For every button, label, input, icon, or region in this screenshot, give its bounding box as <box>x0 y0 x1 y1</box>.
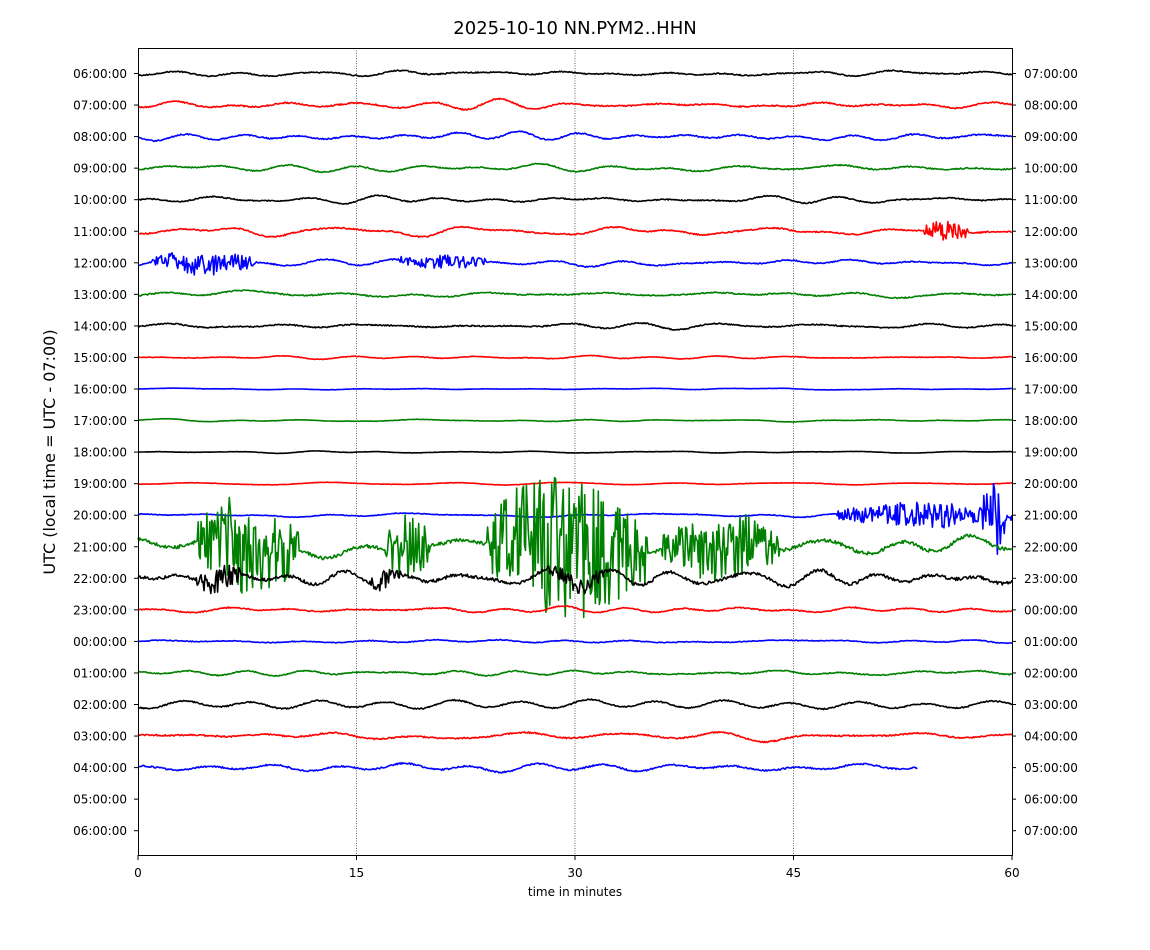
left-tick-label: 00:00:00 <box>73 635 127 649</box>
trace-020000-20 <box>137 698 1013 711</box>
trace-130000-7 <box>137 289 1012 300</box>
trace-040000-22 <box>138 761 918 774</box>
left-tick-label: 07:00:00 <box>73 99 127 113</box>
right-tick-label: 15:00:00 <box>1024 319 1078 333</box>
x-tick-label-15: 15 <box>349 866 364 880</box>
right-tick-label: 07:00:00 <box>1024 824 1078 838</box>
right-tick-label: 13:00:00 <box>1024 256 1078 270</box>
right-tick-label: 20:00:00 <box>1024 477 1078 491</box>
trace-140000-8 <box>137 321 1013 331</box>
right-tick-label: 11:00:00 <box>1024 193 1078 207</box>
trace-010000-19 <box>137 669 1013 678</box>
trace-080000-2 <box>137 130 1013 143</box>
right-tick-label: 08:00:00 <box>1024 99 1078 113</box>
right-tick-label: 18:00:00 <box>1024 414 1078 428</box>
trace-000000-18 <box>137 638 1013 645</box>
left-tick-label: 09:00:00 <box>73 162 127 176</box>
chart-title: 2025-10-10 NN.PYM2..HHN <box>453 18 696 39</box>
trace-180000-12 <box>137 450 1013 455</box>
left-tick-label: 06:00:00 <box>73 824 127 838</box>
right-tick-label: 06:00:00 <box>1024 793 1078 807</box>
right-tick-label: 07:00:00 <box>1024 67 1078 81</box>
right-tick-label: 00:00:00 <box>1024 603 1078 617</box>
left-tick-label: 16:00:00 <box>73 383 127 397</box>
left-tick-label: 19:00:00 <box>73 477 127 491</box>
left-tick-label: 11:00:00 <box>73 225 127 239</box>
right-tick-label: 10:00:00 <box>1024 162 1078 176</box>
right-y-axis-local: 07:00:00 08:00:00 09:00:00 10:00:00 11:00:00… <box>1012 67 1078 838</box>
left-tick-label: 22:00:00 <box>73 572 127 586</box>
left-tick-label: 14:00:00 <box>73 319 127 333</box>
plot-frame <box>138 48 1013 856</box>
trace-230000-17 <box>137 604 1013 614</box>
left-tick-label: 03:00:00 <box>73 730 127 744</box>
left-tick-label: 15:00:00 <box>73 351 127 365</box>
trace-070000-1 <box>137 97 1013 111</box>
left-tick-label: 17:00:00 <box>73 414 127 428</box>
right-tick-label: 02:00:00 <box>1024 666 1078 680</box>
right-tick-label: 17:00:00 <box>1024 383 1078 397</box>
x-tick-label-0: 0 <box>134 866 142 880</box>
trace-220000-16 <box>137 564 1013 595</box>
right-tick-label: 19:00:00 <box>1024 446 1078 460</box>
right-tick-label: 12:00:00 <box>1024 225 1078 239</box>
right-tick-label: 21:00:00 <box>1024 509 1078 523</box>
trace-210000-15 <box>137 476 1013 619</box>
trace-120000-6 <box>137 252 1013 276</box>
x-tick-label-60: 60 <box>1004 866 1019 880</box>
trace-030000-21 <box>137 730 1013 744</box>
trace-170000-11 <box>137 417 1013 423</box>
trace-110000-5 <box>137 220 1013 241</box>
left-tick-label: 23:00:00 <box>73 603 127 617</box>
right-tick-label: 23:00:00 <box>1024 572 1078 586</box>
right-tick-label: 04:00:00 <box>1024 730 1078 744</box>
seismogram-traces <box>137 69 1013 774</box>
right-tick-label: 01:00:00 <box>1024 635 1078 649</box>
right-tick-label: 05:00:00 <box>1024 761 1078 775</box>
left-tick-label: 06:00:00 <box>73 67 127 81</box>
right-tick-label: 16:00:00 <box>1024 351 1078 365</box>
left-tick-label: 10:00:00 <box>73 193 127 207</box>
x-tick-label-30: 30 <box>567 866 582 880</box>
left-tick-label: 05:00:00 <box>73 793 127 807</box>
trace-160000-10 <box>137 387 1012 391</box>
left-tick-label: 12:00:00 <box>73 256 127 270</box>
left-tick-label: 08:00:00 <box>73 130 127 144</box>
left-tick-label: 21:00:00 <box>73 540 127 554</box>
left-y-axis-utc: 06:00:00 07:00:00 08:00:00 09:00:00 10:00:00… <box>73 67 138 838</box>
trace-090000-3 <box>137 162 1013 174</box>
left-tick-label: 18:00:00 <box>73 446 127 460</box>
trace-190000-13 <box>137 481 1012 486</box>
right-tick-label: 14:00:00 <box>1024 288 1078 302</box>
trace-100000-4 <box>137 194 1013 205</box>
trace-150000-9 <box>137 354 1013 361</box>
x-axis-label: time in minutes <box>528 885 622 899</box>
left-tick-label: 01:00:00 <box>73 666 127 680</box>
left-tick-label: 13:00:00 <box>73 288 127 302</box>
right-tick-label: 09:00:00 <box>1024 130 1078 144</box>
x-axis: 0 15 30 45 60 <box>134 855 1020 880</box>
y-axis-label: UTC (local time = UTC - 07:00) <box>40 329 59 574</box>
trace-060000-0 <box>137 69 1013 78</box>
x-tick-label-45: 45 <box>786 866 801 880</box>
left-tick-label: 02:00:00 <box>73 698 127 712</box>
left-tick-label: 04:00:00 <box>73 761 127 775</box>
right-tick-label: 22:00:00 <box>1024 540 1078 554</box>
right-tick-label: 03:00:00 <box>1024 698 1078 712</box>
left-tick-label: 20:00:00 <box>73 509 127 523</box>
